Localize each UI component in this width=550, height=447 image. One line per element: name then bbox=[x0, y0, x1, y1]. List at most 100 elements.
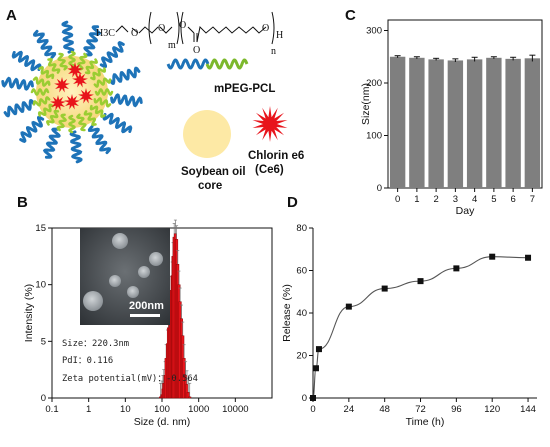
legend-ce6-icon bbox=[252, 106, 288, 142]
peg-arm bbox=[102, 112, 133, 134]
chart-c-bar bbox=[447, 60, 464, 188]
legend-peg-segment bbox=[166, 58, 210, 70]
micelle-illustration bbox=[1, 20, 143, 164]
pcl-segment bbox=[32, 96, 51, 107]
chart-d-ytick-label: 80 bbox=[296, 223, 307, 234]
legend-pcl-segment bbox=[205, 58, 249, 70]
chart-b-xtick-label: 1000 bbox=[188, 404, 209, 415]
chart-d-point bbox=[312, 365, 319, 372]
formula-peg-chain bbox=[131, 26, 159, 34]
chart-c-frame bbox=[387, 19, 543, 189]
pcl-segment bbox=[83, 110, 97, 127]
chart-d-xtick-label: 0 bbox=[310, 404, 315, 415]
tem-particle bbox=[83, 291, 103, 311]
tem-inset: 200nm bbox=[80, 228, 170, 325]
micelle-oil-core bbox=[36, 56, 108, 128]
formula-peg-brackets bbox=[148, 11, 180, 45]
chart-b-ytick-label: 5 bbox=[41, 336, 46, 347]
chart-c-xtick-label: 7 bbox=[530, 194, 535, 205]
peg-arm bbox=[19, 115, 45, 144]
chart-d-xtick-label: 72 bbox=[415, 404, 426, 415]
legend-oil-core-line2: core bbox=[198, 180, 222, 192]
chart-c-size-stability: 0 100 200 300 Size(nm) 0 1 2 3 4 5 6 7 Day bbox=[360, 19, 543, 217]
peg-arm bbox=[108, 66, 141, 85]
pcl-segment bbox=[68, 114, 76, 134]
formula-oxygen-1: O bbox=[179, 20, 186, 31]
chart-b-ytick-label: 10 bbox=[35, 280, 46, 291]
formula-ether bbox=[159, 26, 173, 34]
dls-stat-size: Size：220.3nm bbox=[62, 339, 129, 349]
chart-b-ytick-label: 15 bbox=[35, 223, 46, 234]
pcl-segment bbox=[47, 57, 61, 74]
chart-b-xtick-label: 100 bbox=[154, 404, 170, 415]
chart-d-ylabel: Release (%) bbox=[281, 284, 293, 342]
pcl-segment bbox=[93, 77, 112, 88]
chart-b-xtick-label: 0.1 bbox=[45, 404, 58, 415]
legend-ce6: Chlorin e6 (Ce6) bbox=[248, 106, 304, 176]
tem-particle bbox=[127, 286, 139, 298]
panel-a: A H3C O O O O O m n H bbox=[1, 7, 304, 192]
legend-copolymer: mPEG-PCL bbox=[166, 58, 275, 95]
chart-c-xtick-label: 6 bbox=[510, 194, 515, 205]
pcl-segment bbox=[77, 52, 88, 71]
legend-ce6-line1: Chlorin e6 bbox=[248, 150, 304, 162]
formula-oxygen-3: O bbox=[158, 23, 165, 34]
pcl-segment bbox=[76, 113, 87, 132]
chart-c-ytick-label: 300 bbox=[366, 26, 382, 37]
pcl-segment bbox=[84, 58, 99, 75]
chart-b-xtick-label: 1 bbox=[86, 404, 91, 415]
chart-d-point bbox=[417, 278, 424, 285]
chart-c-bar bbox=[505, 58, 521, 188]
chart-c-xtick-label: 1 bbox=[414, 194, 419, 205]
chart-c-xtick-label: 5 bbox=[491, 194, 496, 205]
chart-c-ylabel: Size(nm) bbox=[360, 83, 372, 125]
pcl-segment bbox=[90, 67, 107, 81]
tem-particle bbox=[138, 266, 150, 278]
chart-d-ytick-label: 20 bbox=[296, 351, 307, 362]
formula-carbonyl-o: O bbox=[193, 45, 200, 56]
legend-oil-core-icon bbox=[183, 110, 231, 158]
chart-d-ytick-label: 60 bbox=[296, 266, 307, 277]
pcl-segment bbox=[38, 65, 55, 80]
chart-c-xtick-label: 0 bbox=[395, 194, 400, 205]
tem-scale-label: 200nm bbox=[129, 300, 164, 312]
chart-d-point bbox=[310, 395, 316, 401]
chart-c-ytick-label: 200 bbox=[366, 78, 382, 89]
chart-d-point bbox=[489, 253, 496, 260]
formula-h3c: H3C bbox=[96, 28, 115, 39]
chart-d-xtick-label: 96 bbox=[451, 404, 462, 415]
pcl-segment bbox=[93, 97, 112, 108]
chart-c-ytick-label: 100 bbox=[366, 131, 382, 142]
chart-c-bar bbox=[409, 57, 425, 188]
pcl-segment bbox=[37, 103, 54, 117]
chart-d-xtick-label: 24 bbox=[344, 404, 355, 415]
chart-c-xlabel: Day bbox=[456, 205, 475, 217]
dls-stat-pdi: PdI：0.116 bbox=[62, 356, 113, 366]
peg-arm bbox=[1, 76, 34, 91]
chart-c-ytick-label: 0 bbox=[377, 183, 382, 194]
formula-pcl-brackets bbox=[180, 11, 275, 45]
pcl-segment bbox=[30, 88, 50, 96]
ce6-star bbox=[72, 72, 88, 88]
panel-a-letter: A bbox=[6, 7, 17, 24]
pcl-segment bbox=[45, 109, 60, 126]
legend-ce6-line2: (Ce6) bbox=[255, 164, 284, 176]
chart-c-bar bbox=[389, 56, 406, 188]
panel-c-letter: C bbox=[345, 7, 356, 24]
peg-arm bbox=[87, 125, 112, 155]
formula-oxygen-2: O bbox=[131, 28, 138, 39]
pcl-segment bbox=[94, 88, 114, 96]
dls-stats: Size：220.3nm PdI：0.116 Zeta potential(mV… bbox=[62, 339, 198, 384]
micelle-arms bbox=[1, 20, 143, 164]
chart-c-bar bbox=[524, 58, 541, 189]
chart-d-release: 0 20 40 60 80 Release (%) 0 24 48 72 96 120 144 Time … bbox=[281, 223, 537, 428]
legend-oil-core-line1: Soybean oil bbox=[181, 166, 246, 178]
chart-d-point bbox=[315, 346, 322, 353]
peg-arm bbox=[42, 127, 61, 159]
chart-c-xtick-label: 3 bbox=[453, 194, 458, 205]
chart-d-point bbox=[381, 285, 388, 292]
peg-arm bbox=[11, 50, 42, 72]
peg-arm bbox=[61, 20, 75, 54]
